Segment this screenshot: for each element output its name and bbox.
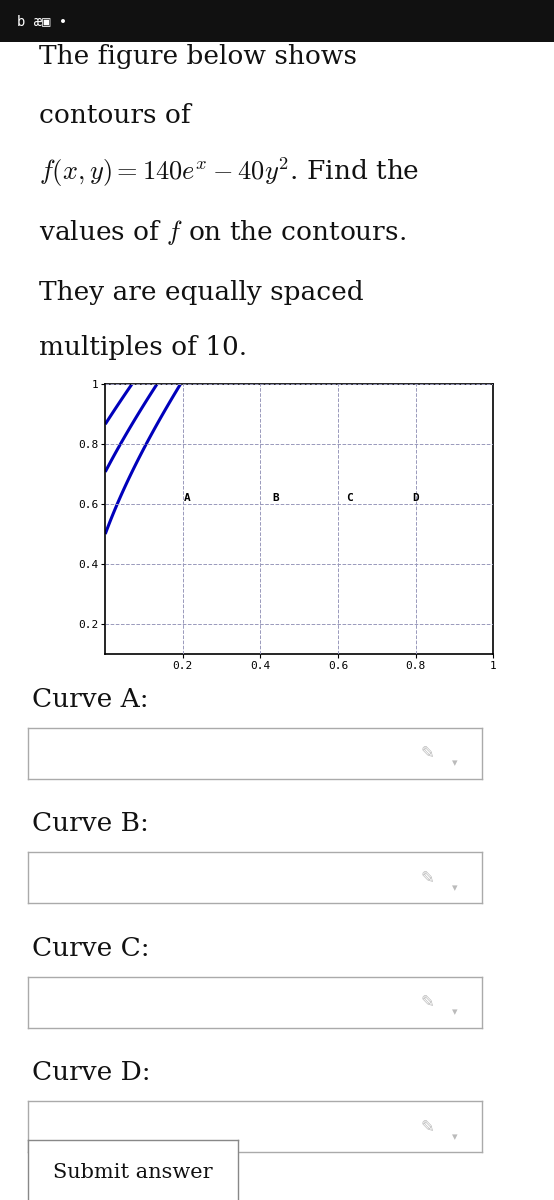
Text: ✎: ✎ [420, 1117, 434, 1135]
Text: Submit answer: Submit answer [53, 1164, 213, 1182]
Text: They are equally spaced: They are equally spaced [39, 281, 363, 305]
Text: Curve A:: Curve A: [32, 686, 148, 712]
Text: ▾: ▾ [452, 1007, 458, 1018]
Text: $f(x, y) = 140e^{x} - 40y^2$. Find the: $f(x, y) = 140e^{x} - 40y^2$. Find the [39, 155, 419, 190]
Text: Curve D:: Curve D: [32, 1060, 151, 1085]
Text: B: B [273, 493, 279, 503]
Text: A: A [183, 493, 190, 503]
Text: Curve B:: Curve B: [32, 811, 148, 836]
Text: multiples of 10.: multiples of 10. [39, 335, 247, 360]
Text: Curve C:: Curve C: [32, 936, 150, 961]
Text: ✎: ✎ [420, 869, 434, 887]
Text: ✎: ✎ [420, 994, 434, 1012]
Text: ▾: ▾ [452, 883, 458, 893]
Text: ▾: ▾ [452, 758, 458, 768]
Text: C: C [346, 493, 353, 503]
Text: contours of: contours of [39, 102, 191, 127]
Text: b æ▣ •: b æ▣ • [17, 14, 67, 28]
Text: D: D [412, 493, 419, 503]
Text: ▾: ▾ [452, 1132, 458, 1141]
Text: values of $f$ on the contours.: values of $f$ on the contours. [39, 218, 406, 247]
Text: ✎: ✎ [420, 744, 434, 762]
Text: The figure below shows: The figure below shows [39, 44, 357, 70]
